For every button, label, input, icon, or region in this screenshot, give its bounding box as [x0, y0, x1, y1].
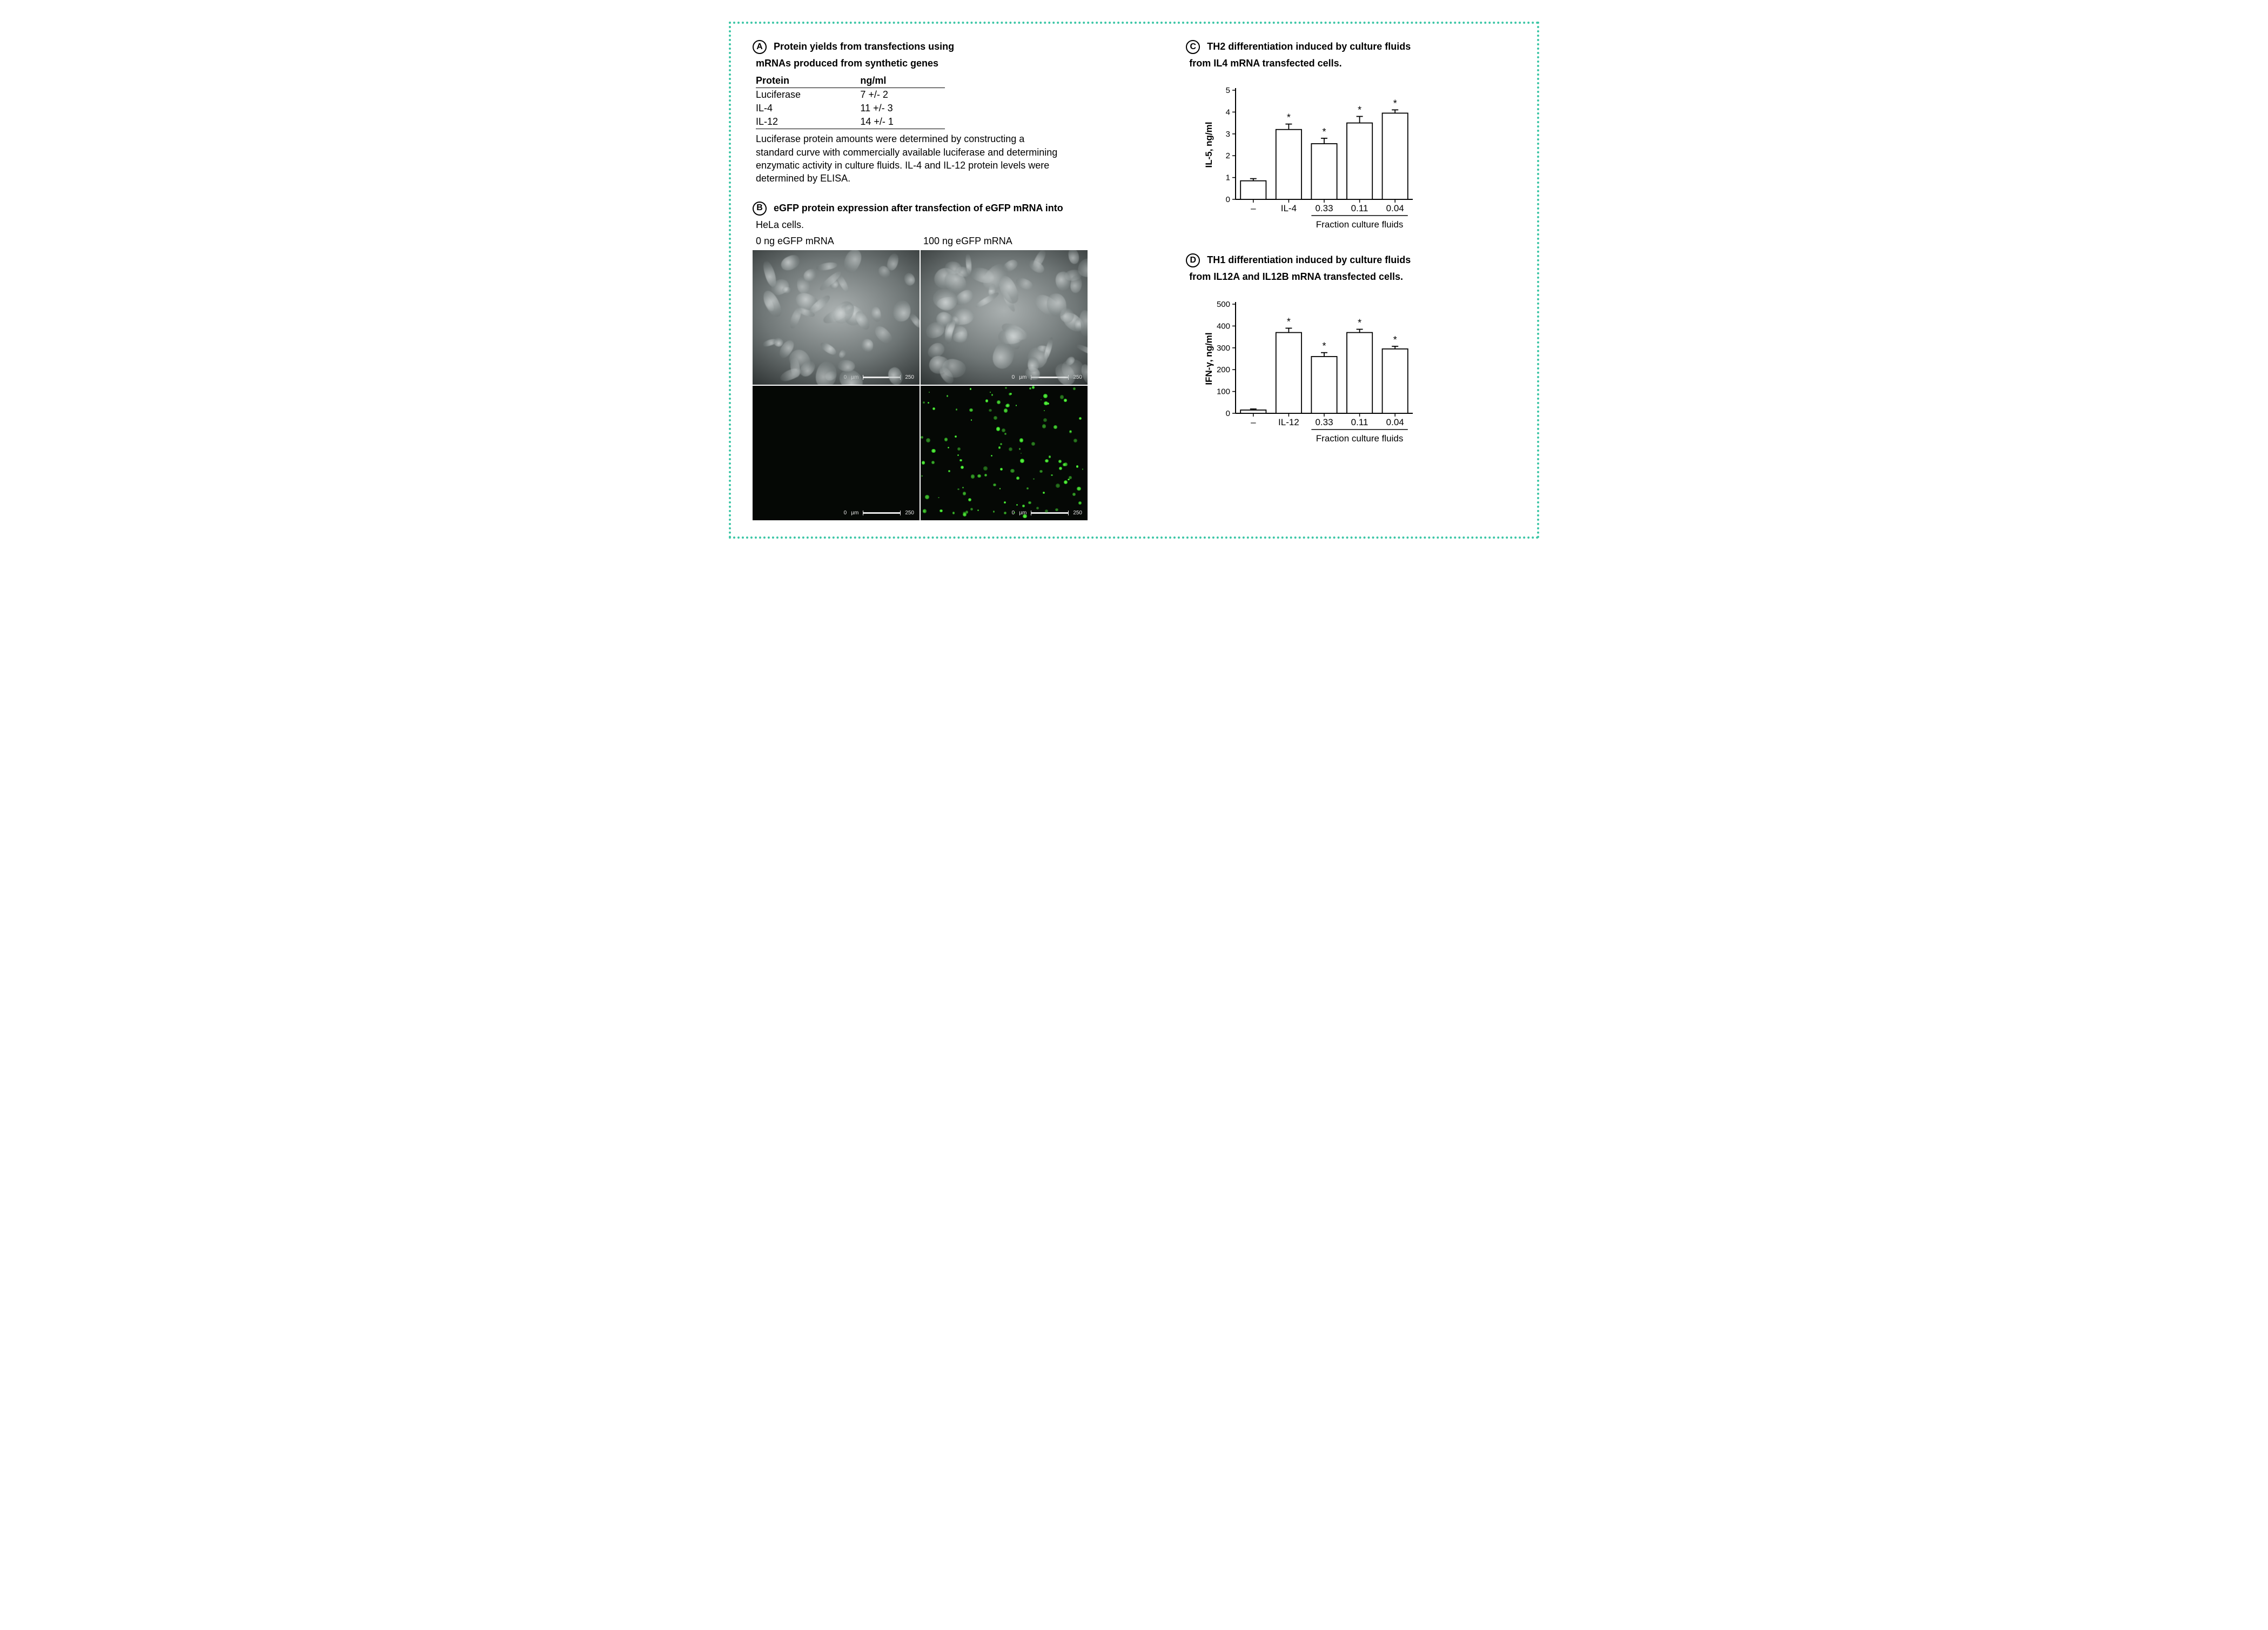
svg-text:Fraction culture fluids: Fraction culture fluids	[1316, 219, 1404, 230]
svg-text:0.04: 0.04	[1386, 417, 1404, 427]
figure-frame: A Protein yields from transfections usin…	[729, 22, 1539, 539]
svg-text:IL-4: IL-4	[1281, 203, 1297, 213]
svg-text:Fraction culture fluids: Fraction culture fluids	[1316, 433, 1404, 444]
micro-fluor-100ng: 0µm250	[921, 386, 1088, 520]
svg-text:200: 200	[1217, 365, 1230, 374]
microscopy-grid: 0µm250 0µm250 0µm250 0µm250	[753, 250, 1088, 520]
panel-c-title-line2: from IL4 mRNA transfected cells.	[1189, 57, 1515, 70]
svg-text:*: *	[1358, 317, 1361, 328]
table-row: Luciferase7 +/- 2	[756, 88, 945, 102]
svg-text:*: *	[1393, 98, 1397, 109]
svg-text:100: 100	[1217, 387, 1230, 396]
svg-text:0.33: 0.33	[1316, 417, 1333, 427]
panel-a-table: Protein ng/ml Luciferase7 +/- 2 IL-411 +…	[756, 74, 945, 129]
panel-b-letter: B	[753, 202, 767, 216]
svg-text:4: 4	[1226, 108, 1230, 117]
svg-text:300: 300	[1217, 344, 1230, 353]
panel-c-letter: C	[1186, 40, 1200, 54]
panel-b: B eGFP protein expression after transfec…	[753, 202, 1164, 520]
svg-text:0: 0	[1226, 409, 1230, 418]
micro-fluor-0ng: 0µm250	[753, 386, 920, 520]
panel-c: C TH2 differentiation induced by culture…	[1186, 40, 1515, 237]
panel-c-title-line1: TH2 differentiation induced by culture f…	[1207, 41, 1411, 52]
panel-d-chart: 0 100 200 300 400 500 IFN-γ, ng/ml – * IL-12 * 0.33…	[1202, 289, 1515, 451]
panel-a-title-line2: mRNAs produced from synthetic genes	[756, 57, 1164, 70]
svg-text:IL-5, ng/ml: IL-5, ng/ml	[1204, 122, 1214, 168]
svg-text:0.11: 0.11	[1351, 417, 1368, 427]
table-row: IL-1214 +/- 1	[756, 115, 945, 129]
panel-d: D TH1 differentiation induced by culture…	[1186, 253, 1515, 451]
svg-text:0: 0	[1226, 195, 1230, 204]
panel-a: A Protein yields from transfections usin…	[753, 40, 1164, 185]
panel-c-chart: 0 1 2 3 4 5 IL-5, ng/ml – * IL-4 * 0.33 * 0.11 * 0.04 Fr…	[1202, 75, 1515, 237]
micro-brightfield-100ng: 0µm250	[921, 250, 1088, 385]
micro-brightfield-0ng: 0µm250	[753, 250, 920, 385]
svg-text:500: 500	[1217, 300, 1230, 309]
micro-header-left: 0 ng eGFP mRNA	[753, 236, 920, 247]
panel-a-letter: A	[753, 40, 767, 54]
panel-a-title-line1: Protein yields from transfections using	[774, 41, 954, 52]
panel-b-title-line1: eGFP protein expression after transfecti…	[774, 202, 1063, 213]
table-header: ng/ml	[860, 74, 945, 88]
svg-text:5: 5	[1226, 86, 1230, 95]
svg-text:2: 2	[1226, 152, 1230, 161]
svg-text:IFN-γ, ng/ml: IFN-γ, ng/ml	[1204, 332, 1214, 385]
svg-text:*: *	[1323, 340, 1326, 351]
svg-text:*: *	[1358, 105, 1361, 116]
svg-text:–: –	[1251, 203, 1256, 213]
svg-text:0.11: 0.11	[1351, 203, 1368, 213]
panel-d-letter: D	[1186, 253, 1200, 267]
table-row: IL-411 +/- 3	[756, 102, 945, 115]
svg-text:*: *	[1287, 112, 1291, 123]
svg-text:0.33: 0.33	[1316, 203, 1333, 213]
svg-text:0.04: 0.04	[1386, 203, 1404, 213]
svg-text:*: *	[1287, 316, 1291, 327]
svg-text:*: *	[1323, 126, 1326, 137]
panel-a-caption: Luciferase protein amounts were determin…	[756, 132, 1058, 185]
svg-text:1: 1	[1226, 173, 1230, 183]
svg-text:3: 3	[1226, 130, 1230, 139]
svg-text:*: *	[1393, 334, 1397, 345]
panel-d-title-line2: from IL12A and IL12B mRNA transfected ce…	[1189, 271, 1515, 283]
panel-b-title-line2: HeLa cells.	[756, 219, 1164, 231]
svg-text:400: 400	[1217, 321, 1230, 331]
svg-text:–: –	[1251, 417, 1256, 427]
table-header: Protein	[756, 74, 860, 88]
micro-header-right: 100 ng eGFP mRNA	[920, 236, 1088, 247]
panel-d-title-line1: TH1 differentiation induced by culture f…	[1207, 254, 1411, 265]
svg-text:IL-12: IL-12	[1278, 417, 1299, 427]
